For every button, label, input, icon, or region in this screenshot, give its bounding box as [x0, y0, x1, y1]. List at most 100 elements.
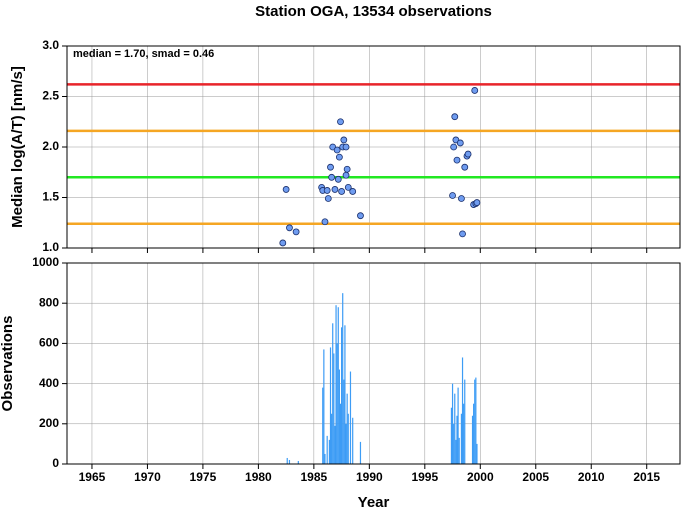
bar [344, 325, 346, 464]
point [292, 228, 300, 236]
point [340, 136, 348, 144]
point [343, 165, 351, 173]
x-axis-label: Year [358, 494, 390, 511]
bar [453, 423, 455, 464]
bar [338, 369, 340, 464]
point [344, 183, 352, 191]
x-tick-label: 2000 [467, 470, 494, 484]
point [473, 199, 481, 206]
point [324, 195, 332, 202]
bar [461, 357, 464, 464]
bar [286, 457, 288, 464]
bar [336, 343, 338, 464]
bar [323, 349, 325, 464]
y-tick-label: 3.0 [42, 38, 59, 52]
bar [297, 460, 299, 464]
bar [475, 377, 477, 464]
x-tick-label: 2015 [633, 470, 660, 484]
bar [288, 459, 291, 464]
y-tick-label: 800 [39, 295, 59, 309]
x-tick-label: 2010 [578, 470, 605, 484]
point [328, 173, 336, 181]
bar [457, 387, 459, 464]
point [335, 153, 343, 161]
x-tick-label: 1985 [301, 470, 328, 484]
y-tick-label: 1.0 [42, 240, 59, 254]
bar [341, 327, 343, 464]
bar [322, 387, 324, 464]
bar [474, 379, 476, 464]
y-tick-label: 1.5 [42, 190, 59, 204]
bar [454, 393, 456, 464]
point [337, 118, 344, 126]
bar [326, 435, 328, 464]
bar [331, 413, 333, 464]
point [279, 239, 287, 247]
point [453, 156, 461, 164]
point [357, 212, 364, 220]
x-tick-label: 1970 [134, 470, 161, 484]
bar [463, 403, 465, 464]
plot-frame [66, 262, 681, 465]
x-tick-label: 2005 [522, 470, 549, 484]
bar [334, 425, 336, 464]
point [286, 224, 293, 232]
point [338, 188, 346, 195]
bar [473, 403, 475, 464]
point [327, 163, 334, 171]
point [323, 187, 331, 194]
bar [342, 293, 344, 464]
y-tick-label: 0 [52, 456, 59, 470]
point [451, 113, 459, 121]
bar [450, 407, 453, 464]
bar [455, 439, 457, 464]
point [458, 195, 465, 202]
point [349, 188, 357, 195]
bar [352, 417, 354, 464]
point [342, 143, 350, 151]
x-tick-label: 1990 [356, 470, 383, 484]
annotation: median = 1.70, smad = 0.46 [73, 48, 214, 60]
point [321, 218, 329, 226]
y-tick-label: 2.5 [42, 89, 59, 103]
bar [464, 379, 466, 464]
x-tick-label: 1980 [245, 470, 272, 484]
bar [337, 307, 339, 464]
point [459, 230, 466, 238]
x-tick-label: 1965 [79, 470, 106, 484]
point [331, 186, 339, 193]
bar [335, 305, 337, 464]
bar [476, 443, 478, 464]
x-tick-label: 1975 [190, 470, 217, 484]
point [471, 87, 479, 94]
bar [347, 413, 349, 464]
bar [339, 403, 342, 464]
bar [471, 415, 474, 464]
bar [346, 393, 348, 464]
y-axis-label: Median log(A/T) [nm/s] [9, 66, 26, 228]
bar [460, 413, 463, 464]
point [333, 146, 341, 154]
y-tick-label: 1000 [32, 255, 59, 269]
point [334, 175, 342, 183]
bar [329, 347, 332, 464]
bar [332, 323, 334, 464]
plot-frame [66, 45, 681, 249]
point [342, 171, 350, 179]
point [464, 150, 472, 158]
bar [343, 379, 345, 464]
chart-title: Station OGA, 13534 observations [255, 3, 492, 20]
y-tick-label: 400 [39, 376, 59, 390]
bar [349, 371, 352, 464]
y-tick-label: 2.0 [42, 139, 59, 153]
bar [328, 439, 330, 464]
point [461, 163, 469, 171]
bar [345, 423, 347, 464]
y-tick-label: 600 [39, 336, 59, 350]
y-axis-label: Observations [0, 316, 16, 412]
bar [333, 353, 335, 464]
point [282, 186, 290, 193]
point [450, 143, 458, 151]
y-tick-label: 200 [39, 416, 59, 430]
